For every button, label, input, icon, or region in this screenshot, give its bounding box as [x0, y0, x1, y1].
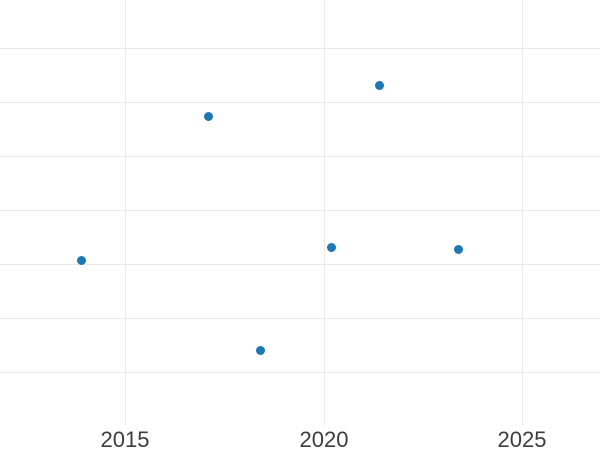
vertical-gridline	[125, 0, 126, 425]
x-tick-label: 2020	[299, 427, 349, 450]
horizontal-gridline	[0, 48, 600, 49]
data-point	[327, 243, 337, 253]
data-point	[255, 346, 265, 356]
data-point	[76, 256, 86, 266]
horizontal-gridline	[0, 264, 600, 265]
horizontal-gridline	[0, 318, 600, 319]
horizontal-gridline	[0, 210, 600, 211]
data-point	[454, 245, 464, 255]
horizontal-gridline	[0, 102, 600, 103]
vertical-gridline	[324, 0, 325, 425]
data-point	[374, 80, 384, 90]
x-tick-label: 2025	[497, 427, 547, 450]
vertical-gridline	[522, 0, 523, 425]
x-tick-label: 2015	[100, 427, 150, 450]
data-point	[203, 111, 213, 121]
horizontal-gridline	[0, 156, 600, 157]
horizontal-gridline	[0, 372, 600, 373]
